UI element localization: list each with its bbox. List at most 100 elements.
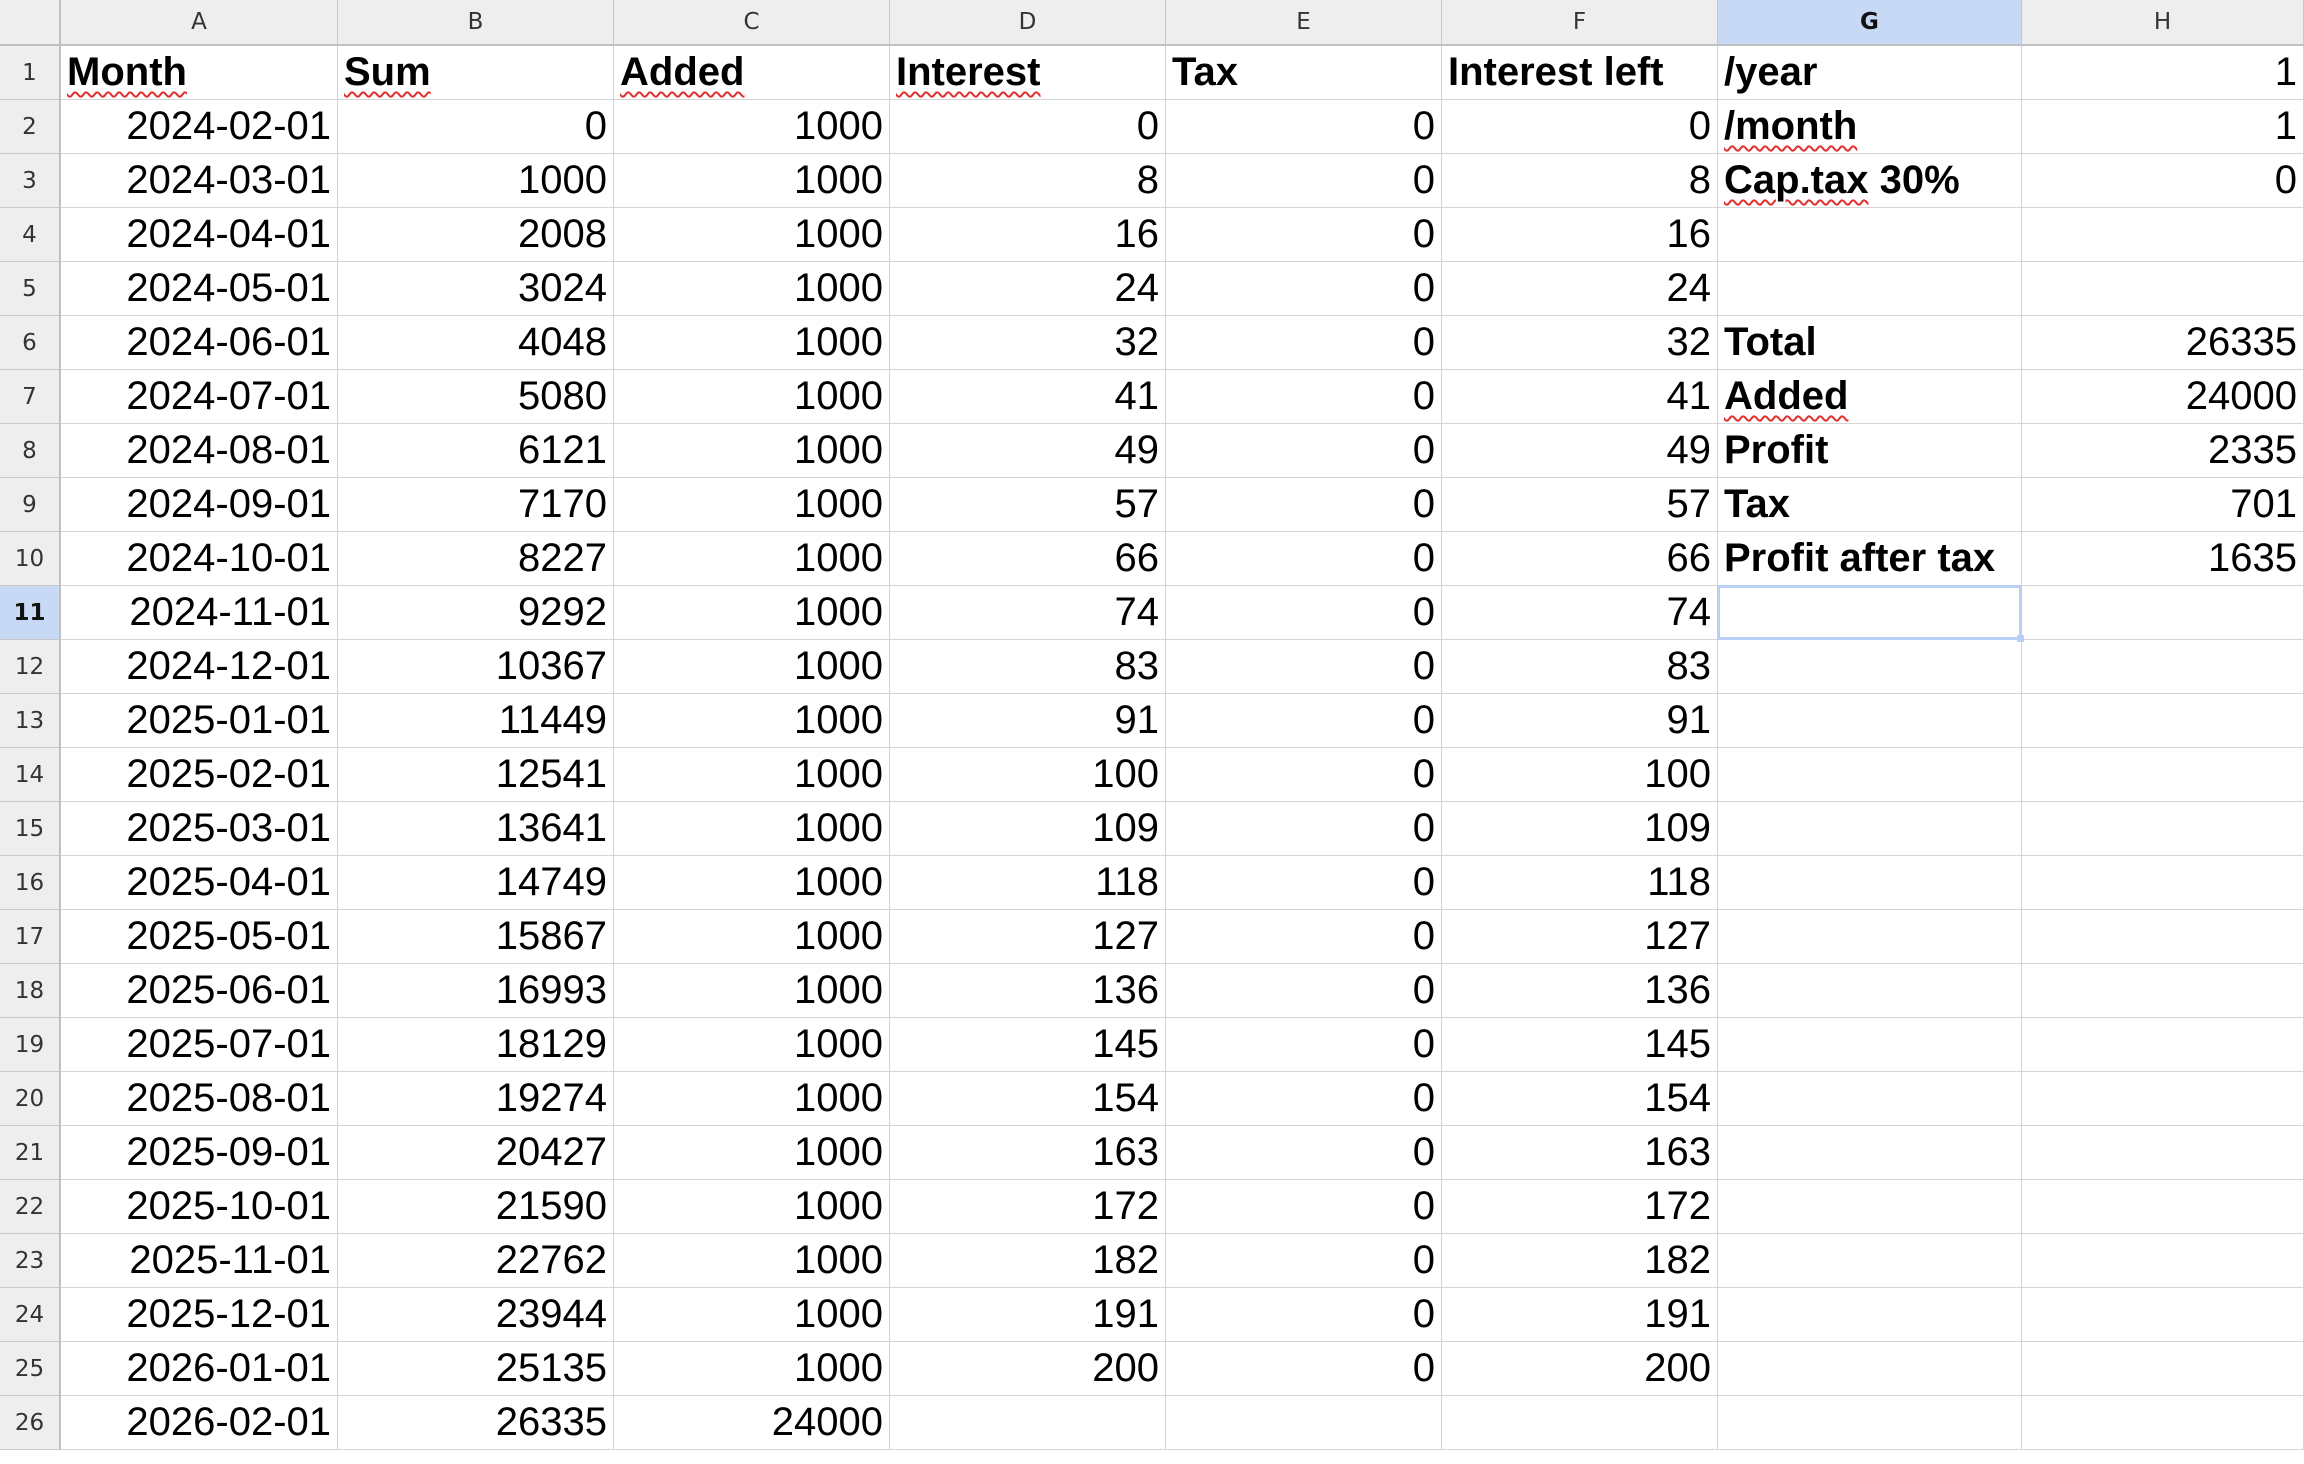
cell-c16[interactable]: 1000 xyxy=(614,856,890,910)
cell-h23[interactable] xyxy=(2022,1234,2304,1288)
cell-c4[interactable]: 1000 xyxy=(614,208,890,262)
cell-c23[interactable]: 1000 xyxy=(614,1234,890,1288)
cell-h18[interactable] xyxy=(2022,964,2304,1018)
cell-f19[interactable]: 145 xyxy=(1442,1018,1718,1072)
cell-f13[interactable]: 91 xyxy=(1442,694,1718,748)
cell-h24[interactable] xyxy=(2022,1288,2304,1342)
cell-a8[interactable]: 2024-08-01 xyxy=(61,424,338,478)
row-header-13[interactable]: 13 xyxy=(0,694,61,748)
cell-d19[interactable]: 145 xyxy=(890,1018,1166,1072)
select-all-corner[interactable] xyxy=(0,0,61,46)
cell-g6[interactable]: Total xyxy=(1718,316,2022,370)
cell-g26[interactable] xyxy=(1718,1396,2022,1450)
row-header-21[interactable]: 21 xyxy=(0,1126,61,1180)
cell-b16[interactable]: 14749 xyxy=(338,856,614,910)
cell-d16[interactable]: 118 xyxy=(890,856,1166,910)
cell-a25[interactable]: 2026-01-01 xyxy=(61,1342,338,1396)
cell-b24[interactable]: 23944 xyxy=(338,1288,614,1342)
cell-f22[interactable]: 172 xyxy=(1442,1180,1718,1234)
cell-e13[interactable]: 0 xyxy=(1166,694,1442,748)
cell-a15[interactable]: 2025-03-01 xyxy=(61,802,338,856)
cell-g7[interactable]: Added xyxy=(1718,370,2022,424)
cell-c17[interactable]: 1000 xyxy=(614,910,890,964)
column-header-g[interactable]: G xyxy=(1718,0,2022,46)
cell-f18[interactable]: 136 xyxy=(1442,964,1718,1018)
cell-e10[interactable]: 0 xyxy=(1166,532,1442,586)
cell-h16[interactable] xyxy=(2022,856,2304,910)
row-header-6[interactable]: 6 xyxy=(0,316,61,370)
cell-c9[interactable]: 1000 xyxy=(614,478,890,532)
cell-b7[interactable]: 5080 xyxy=(338,370,614,424)
cell-h11[interactable] xyxy=(2022,586,2304,640)
cell-e1[interactable]: Tax xyxy=(1166,46,1442,100)
cell-a12[interactable]: 2024-12-01 xyxy=(61,640,338,694)
cell-h9[interactable]: 701 xyxy=(2022,478,2304,532)
cell-h2[interactable]: 1 xyxy=(2022,100,2304,154)
cell-a23[interactable]: 2025-11-01 xyxy=(61,1234,338,1288)
cell-e6[interactable]: 0 xyxy=(1166,316,1442,370)
column-header-f[interactable]: F xyxy=(1442,0,1718,46)
cell-f4[interactable]: 16 xyxy=(1442,208,1718,262)
row-header-17[interactable]: 17 xyxy=(0,910,61,964)
cell-e23[interactable]: 0 xyxy=(1166,1234,1442,1288)
cell-f1[interactable]: Interest left xyxy=(1442,46,1718,100)
cell-f7[interactable]: 41 xyxy=(1442,370,1718,424)
cell-g15[interactable] xyxy=(1718,802,2022,856)
row-header-19[interactable]: 19 xyxy=(0,1018,61,1072)
cell-g1[interactable]: /year xyxy=(1718,46,2022,100)
cell-b21[interactable]: 20427 xyxy=(338,1126,614,1180)
cell-h4[interactable] xyxy=(2022,208,2304,262)
cell-d6[interactable]: 32 xyxy=(890,316,1166,370)
cell-d18[interactable]: 136 xyxy=(890,964,1166,1018)
cell-e12[interactable]: 0 xyxy=(1166,640,1442,694)
cell-d4[interactable]: 16 xyxy=(890,208,1166,262)
cell-h22[interactable] xyxy=(2022,1180,2304,1234)
cell-g20[interactable] xyxy=(1718,1072,2022,1126)
cell-e15[interactable]: 0 xyxy=(1166,802,1442,856)
cell-h19[interactable] xyxy=(2022,1018,2304,1072)
cell-b10[interactable]: 8227 xyxy=(338,532,614,586)
cell-b20[interactable]: 19274 xyxy=(338,1072,614,1126)
cell-e7[interactable]: 0 xyxy=(1166,370,1442,424)
cell-a4[interactable]: 2024-04-01 xyxy=(61,208,338,262)
cell-b26[interactable]: 26335 xyxy=(338,1396,614,1450)
cell-g25[interactable] xyxy=(1718,1342,2022,1396)
cell-e11[interactable]: 0 xyxy=(1166,586,1442,640)
cell-a18[interactable]: 2025-06-01 xyxy=(61,964,338,1018)
column-header-d[interactable]: D xyxy=(890,0,1166,46)
cell-e17[interactable]: 0 xyxy=(1166,910,1442,964)
cell-f5[interactable]: 24 xyxy=(1442,262,1718,316)
cell-c19[interactable]: 1000 xyxy=(614,1018,890,1072)
cell-h21[interactable] xyxy=(2022,1126,2304,1180)
cell-c24[interactable]: 1000 xyxy=(614,1288,890,1342)
cell-e3[interactable]: 0 xyxy=(1166,154,1442,208)
cell-d20[interactable]: 154 xyxy=(890,1072,1166,1126)
cell-h17[interactable] xyxy=(2022,910,2304,964)
cell-e25[interactable]: 0 xyxy=(1166,1342,1442,1396)
cell-h20[interactable] xyxy=(2022,1072,2304,1126)
cell-d13[interactable]: 91 xyxy=(890,694,1166,748)
cell-c2[interactable]: 1000 xyxy=(614,100,890,154)
cell-h26[interactable] xyxy=(2022,1396,2304,1450)
cell-f16[interactable]: 118 xyxy=(1442,856,1718,910)
row-header-3[interactable]: 3 xyxy=(0,154,61,208)
cell-b22[interactable]: 21590 xyxy=(338,1180,614,1234)
cell-f21[interactable]: 163 xyxy=(1442,1126,1718,1180)
cell-g13[interactable] xyxy=(1718,694,2022,748)
cell-a11[interactable]: 2024-11-01 xyxy=(61,586,338,640)
cell-g12[interactable] xyxy=(1718,640,2022,694)
cell-g16[interactable] xyxy=(1718,856,2022,910)
cell-g8[interactable]: Profit xyxy=(1718,424,2022,478)
cell-h7[interactable]: 24000 xyxy=(2022,370,2304,424)
cell-e14[interactable]: 0 xyxy=(1166,748,1442,802)
cell-f14[interactable]: 100 xyxy=(1442,748,1718,802)
cell-g2[interactable]: /month xyxy=(1718,100,2022,154)
cell-c10[interactable]: 1000 xyxy=(614,532,890,586)
row-header-20[interactable]: 20 xyxy=(0,1072,61,1126)
cell-f2[interactable]: 0 xyxy=(1442,100,1718,154)
cell-g17[interactable] xyxy=(1718,910,2022,964)
cell-d26[interactable] xyxy=(890,1396,1166,1450)
cell-b25[interactable]: 25135 xyxy=(338,1342,614,1396)
cell-a1[interactable]: Month xyxy=(61,46,338,100)
cell-b6[interactable]: 4048 xyxy=(338,316,614,370)
